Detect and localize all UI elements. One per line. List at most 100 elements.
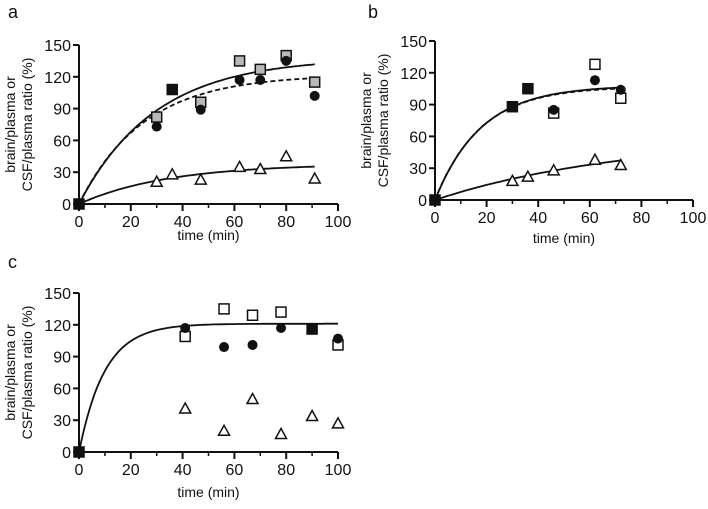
panel-label: b xyxy=(368,2,378,22)
panel-label: c xyxy=(8,252,17,272)
fit-curve-solid xyxy=(434,86,621,201)
data-point-circle xyxy=(151,121,162,132)
data-point-square-open xyxy=(218,303,230,315)
data-point-circle xyxy=(180,322,191,333)
y-tick-label: 150 xyxy=(44,38,71,55)
data-point-triangle xyxy=(613,157,628,171)
x-axis-label: time (min) xyxy=(177,484,239,500)
y-tick-label: 150 xyxy=(400,34,427,51)
y-axis-label: CSF/plasma ratio (%) xyxy=(19,306,35,440)
y-axis-label: CSF/plasma ratio (%) xyxy=(19,58,35,192)
data-point-triangle xyxy=(178,401,192,414)
data-point-square-gray xyxy=(233,55,246,67)
x-tick-label: 0 xyxy=(75,462,84,479)
fit-curve-dashed xyxy=(434,87,621,201)
panel-c: c 0 20 40 60 80 100 0 30 60 90 120 150 time (min) brai… xyxy=(2,252,351,500)
data-point-square-open xyxy=(275,306,287,318)
y-tick-label: 120 xyxy=(400,66,427,83)
data-point-square-filled xyxy=(522,82,534,95)
data-point-square-filled xyxy=(73,446,85,458)
data-point-triangle xyxy=(149,174,164,187)
data-point-triangle xyxy=(521,169,535,182)
data-point-square-filled xyxy=(306,323,318,335)
data-point-triangle xyxy=(253,161,268,175)
y-tick-label: 0 xyxy=(62,445,71,462)
data-point-circle xyxy=(234,74,245,85)
data-point-circle xyxy=(255,74,266,85)
data-point-square-filled xyxy=(429,194,441,206)
y-tick-label: 120 xyxy=(44,70,71,87)
x-tick-label: 80 xyxy=(277,214,295,231)
fit-curve-solid xyxy=(78,322,338,453)
panel-a: a 0 20 40 60 80 100 0 30 60 90 120 150 time (min) brai… xyxy=(2,2,351,243)
y-tick-label: 0 xyxy=(62,197,71,214)
y-tick-label: 150 xyxy=(44,286,71,303)
data-point-triangle xyxy=(245,391,260,405)
data-point-circle xyxy=(615,84,626,95)
y-tick-label: 90 xyxy=(409,98,427,115)
data-point-square-gray xyxy=(150,111,163,123)
data-point-circle xyxy=(247,339,258,350)
x-tick-label: 100 xyxy=(325,462,352,479)
y-tick-label: 60 xyxy=(409,129,427,146)
data-point-square-open xyxy=(589,58,601,71)
x-tick-label: 0 xyxy=(75,214,84,231)
data-point-triangle xyxy=(331,416,345,429)
y-tick-label: 90 xyxy=(53,350,71,367)
x-tick-label: 40 xyxy=(174,214,192,231)
x-tick-label: 60 xyxy=(226,214,244,231)
x-tick-label: 20 xyxy=(122,462,140,479)
data-point-triangle xyxy=(274,426,288,440)
data-point-square-open xyxy=(246,309,259,322)
data-point-triangle xyxy=(307,171,322,184)
data-point-circle xyxy=(281,55,292,66)
data-point-triangle xyxy=(505,173,520,187)
x-tick-label: 40 xyxy=(174,462,192,479)
y-tick-label: 30 xyxy=(53,165,71,182)
x-tick-label: 80 xyxy=(277,462,295,479)
x-tick-label: 0 xyxy=(431,210,440,227)
data-point-square-gray xyxy=(308,76,321,88)
y-tick-label: 60 xyxy=(53,133,71,150)
data-point-circle xyxy=(589,75,600,86)
y-axis-label: brain/plasma or xyxy=(358,72,374,169)
x-tick-label: 40 xyxy=(529,210,547,227)
x-axis-label: time (min) xyxy=(177,227,239,243)
data-point-triangle xyxy=(588,152,602,165)
x-tick-label: 80 xyxy=(633,210,651,227)
data-point-circle xyxy=(548,104,559,115)
y-tick-label: 90 xyxy=(53,102,71,119)
data-point-triangle xyxy=(165,167,180,180)
data-point-circle xyxy=(309,90,320,101)
panel-b: b 0 20 40 60 80 100 0 30 60 90 120 150 time (min) brai… xyxy=(358,2,706,246)
x-axis-label: time (min) xyxy=(533,230,595,246)
data-point-triangle xyxy=(305,408,319,422)
x-tick-label: 60 xyxy=(226,462,244,479)
data-point-square-gray xyxy=(254,63,267,76)
data-point-triangle xyxy=(193,172,208,185)
x-tick-label: 100 xyxy=(325,214,352,231)
y-tick-label: 30 xyxy=(409,161,427,178)
y-tick-label: 120 xyxy=(44,318,71,335)
data-point-triangle xyxy=(217,423,231,437)
y-axis-label: brain/plasma or xyxy=(2,76,18,173)
data-point-circle xyxy=(333,333,343,344)
x-tick-label: 60 xyxy=(581,210,599,227)
y-axis-label: CSF/plasma ratio (%) xyxy=(375,54,391,188)
y-axis-label: brain/plasma or xyxy=(2,324,18,421)
y-tick-label: 30 xyxy=(53,413,71,430)
fit-curve-solid xyxy=(78,63,315,205)
data-point-circle xyxy=(219,342,230,353)
data-point-circle xyxy=(195,104,206,115)
data-point-square-filled xyxy=(73,198,85,210)
data-point-triangle xyxy=(279,149,293,162)
data-point-square-filled xyxy=(166,83,178,96)
x-tick-label: 100 xyxy=(680,210,707,227)
y-tick-label: 0 xyxy=(418,193,427,210)
data-point-square-filled xyxy=(506,100,519,113)
x-tick-label: 20 xyxy=(122,214,140,231)
data-point-circle xyxy=(276,322,287,333)
fit-curve-dashed xyxy=(78,77,315,205)
y-tick-label: 60 xyxy=(53,381,71,398)
